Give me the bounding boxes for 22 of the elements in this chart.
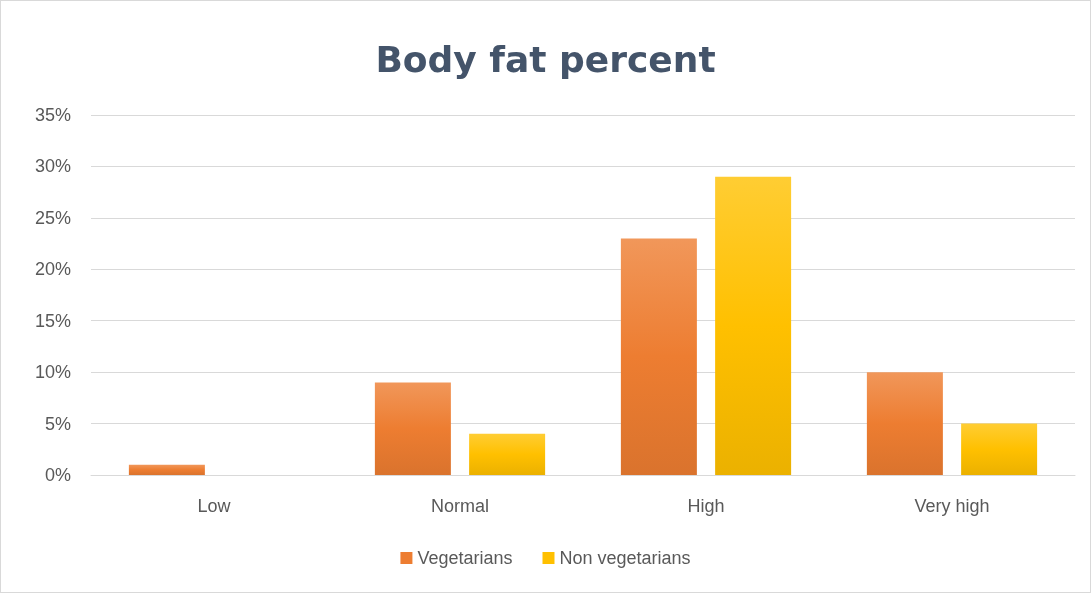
bar <box>374 382 451 475</box>
y-tick-label: 20% <box>34 259 71 280</box>
y-tick-label: 30% <box>34 156 71 177</box>
x-tick-label: High <box>687 496 725 516</box>
y-tick-label: 5% <box>44 413 71 434</box>
legend-label: Vegetarians <box>417 548 513 568</box>
x-tick-label: Very high <box>914 496 990 516</box>
bar <box>620 238 697 475</box>
y-tick-label: 25% <box>34 207 71 228</box>
bar <box>715 176 792 475</box>
y-tick-label: 35% <box>34 105 71 125</box>
chart-title: Body fat percent <box>375 38 716 80</box>
y-tick-label: 0% <box>44 465 71 485</box>
bar <box>128 464 205 475</box>
bar <box>469 433 546 475</box>
legend-label: Non vegetarians <box>559 548 691 568</box>
y-tick-label: 15% <box>34 310 71 331</box>
x-tick-label: Normal <box>430 496 490 516</box>
y-tick-label: 10% <box>34 362 71 383</box>
bar <box>961 423 1038 475</box>
x-tick-label: Low <box>197 496 232 516</box>
bar <box>866 372 943 475</box>
